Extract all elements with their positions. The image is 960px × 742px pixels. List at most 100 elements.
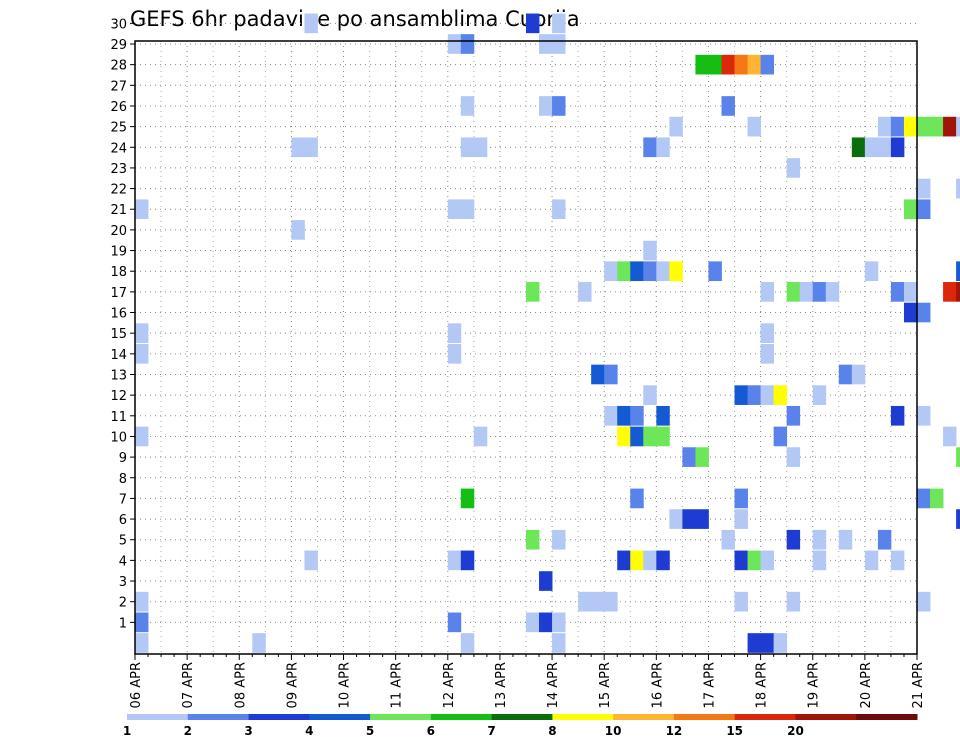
colorbar-label: 20 bbox=[787, 724, 804, 738]
y-tick-label: 24 bbox=[110, 141, 127, 156]
x-tick-label: 08 APR bbox=[233, 662, 248, 708]
heatmap-cell bbox=[877, 137, 892, 158]
heatmap-cell bbox=[747, 385, 761, 405]
heatmap-cell bbox=[786, 591, 801, 612]
heatmap-cell bbox=[917, 591, 931, 612]
heatmap-cell bbox=[630, 261, 644, 282]
heatmap-cell bbox=[135, 612, 149, 633]
heatmap-cell bbox=[460, 488, 475, 509]
heatmap-cell bbox=[617, 550, 631, 571]
y-axis: 1234567891011121314151617181920212223242… bbox=[110, 17, 135, 631]
heatmap-cell bbox=[903, 282, 918, 302]
heatmap-cell bbox=[747, 54, 761, 75]
heatmap-cell bbox=[956, 509, 960, 529]
y-tick-label: 6 bbox=[119, 513, 127, 528]
heatmap-cell bbox=[460, 34, 475, 54]
heatmap-cell bbox=[447, 344, 462, 364]
y-tick-label: 1 bbox=[119, 616, 127, 631]
y-tick-label: 21 bbox=[110, 203, 127, 218]
heatmap-cell bbox=[956, 178, 960, 199]
y-tick-label: 4 bbox=[119, 554, 127, 569]
heatmap-cell bbox=[773, 633, 788, 653]
colorbar-swatch bbox=[795, 714, 857, 720]
heatmap-cell bbox=[956, 447, 960, 467]
heatmap-cell bbox=[838, 364, 853, 385]
chart-title: GEFS 6hr padavine po ansamblima Cuprija bbox=[130, 7, 580, 31]
colorbar-swatch bbox=[673, 714, 736, 720]
y-tick-label: 13 bbox=[110, 368, 127, 383]
y-tick-label: 9 bbox=[119, 451, 127, 466]
y-tick-label: 22 bbox=[110, 183, 127, 198]
heatmap-cell bbox=[630, 405, 644, 426]
heatmap-cell bbox=[578, 591, 592, 612]
heatmap-cell bbox=[682, 509, 696, 529]
heatmap-cell bbox=[630, 426, 644, 447]
heatmap-cell bbox=[786, 405, 801, 426]
colorbar-swatch bbox=[370, 714, 432, 720]
heatmap-cell bbox=[604, 591, 618, 612]
colorbar-label: 15 bbox=[726, 724, 743, 738]
heatmap-cell bbox=[552, 96, 566, 116]
x-tick-label: 10 APR bbox=[338, 662, 353, 708]
heatmap-cell bbox=[291, 220, 305, 240]
heatmap-cell bbox=[656, 426, 670, 447]
heatmap-cell bbox=[760, 323, 775, 343]
y-tick-label: 26 bbox=[110, 100, 127, 115]
heatmap-cell bbox=[447, 612, 462, 633]
heatmap-cell bbox=[917, 302, 931, 323]
heatmap-cell bbox=[669, 509, 683, 529]
heatmap-cell bbox=[643, 261, 657, 282]
x-tick-label: 15 APR bbox=[598, 662, 613, 708]
heatmap-cell bbox=[930, 488, 944, 509]
heatmap-cell bbox=[643, 385, 657, 405]
y-tick-label: 25 bbox=[110, 121, 127, 136]
heatmap-cell bbox=[526, 282, 540, 302]
heatmap-cell bbox=[617, 405, 631, 426]
heatmap-cell bbox=[552, 34, 566, 54]
heatmap-cell bbox=[695, 54, 709, 75]
heatmap-cell bbox=[760, 550, 775, 571]
heatmap-cell bbox=[708, 261, 722, 282]
colorbar-swatch bbox=[552, 714, 614, 720]
heatmap-cell bbox=[526, 13, 540, 34]
colorbar-label: 8 bbox=[548, 724, 556, 738]
colorbar-swatch bbox=[248, 714, 310, 720]
heatmap-cell bbox=[304, 13, 318, 34]
heatmap-cell bbox=[539, 34, 553, 54]
heatmap-cell bbox=[943, 426, 957, 447]
heatmap-cell bbox=[760, 54, 775, 75]
heatmap-cell bbox=[304, 550, 318, 571]
heatmap-cell bbox=[578, 282, 592, 302]
heatmap-cells bbox=[135, 13, 960, 653]
heatmap-cell bbox=[135, 323, 149, 343]
heatmap-cell bbox=[760, 344, 775, 364]
heatmap-cell bbox=[135, 591, 149, 612]
colorbar-label: 6 bbox=[427, 724, 435, 738]
heatmap-cell bbox=[799, 282, 814, 302]
heatmap-cell bbox=[460, 633, 475, 653]
heatmap-cell bbox=[656, 405, 670, 426]
heatmap-cell bbox=[591, 364, 605, 385]
heatmap-cell bbox=[669, 261, 683, 282]
heatmap-cell bbox=[460, 137, 475, 158]
heatmap-cell bbox=[877, 116, 892, 137]
heatmap-cell bbox=[552, 612, 566, 633]
colorbar-swatch bbox=[856, 714, 918, 720]
heatmap-cell bbox=[890, 550, 905, 571]
heatmap-cell bbox=[591, 591, 605, 612]
heatmap-cell bbox=[956, 282, 960, 302]
colorbar-label: 7 bbox=[487, 724, 495, 738]
colorbar-swatch bbox=[309, 714, 371, 720]
heatmap-cell bbox=[864, 261, 879, 282]
colorbar-swatch bbox=[430, 714, 493, 720]
heatmap-cell bbox=[447, 550, 462, 571]
heatmap-cell bbox=[734, 488, 748, 509]
grid-lines bbox=[135, 22, 917, 654]
heatmap-cell bbox=[864, 137, 879, 158]
colorbar-label: 4 bbox=[305, 724, 313, 738]
heatmap-cell bbox=[786, 447, 801, 467]
x-tick-label: 17 APR bbox=[702, 662, 717, 708]
y-tick-label: 10 bbox=[110, 430, 127, 445]
heatmap-cell bbox=[291, 137, 305, 158]
heatmap-cell bbox=[526, 529, 540, 550]
